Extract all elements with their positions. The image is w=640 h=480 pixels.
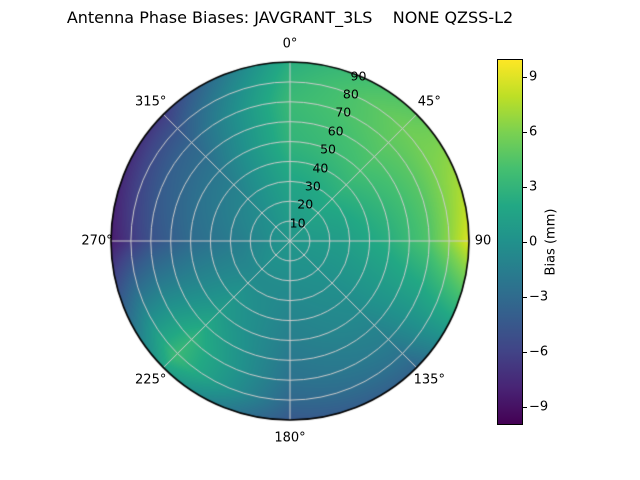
colorbar-tick <box>523 187 527 189</box>
colorbar-gradient <box>498 60 522 424</box>
colorbar-label: Bias (mm) <box>543 208 559 276</box>
colorbar-tick-label: −3 <box>529 289 549 305</box>
colorbar-tick <box>523 296 527 298</box>
colorbar-tick <box>523 242 527 243</box>
colorbar <box>497 59 523 425</box>
colorbar-tick-label: −9 <box>529 399 549 415</box>
colorbar-tick-label: 0 <box>529 234 538 250</box>
colorbar-tick <box>523 351 527 353</box>
colorbar-tick-label: 6 <box>529 124 538 140</box>
colorbar-tick <box>523 77 527 79</box>
colorbar-tick-label: 3 <box>529 179 538 195</box>
colorbar-tick-label: 9 <box>529 69 538 85</box>
colorbar-tick <box>523 406 527 408</box>
colorbar-tick <box>523 132 527 134</box>
colorbar-tick-label: −6 <box>529 344 549 360</box>
